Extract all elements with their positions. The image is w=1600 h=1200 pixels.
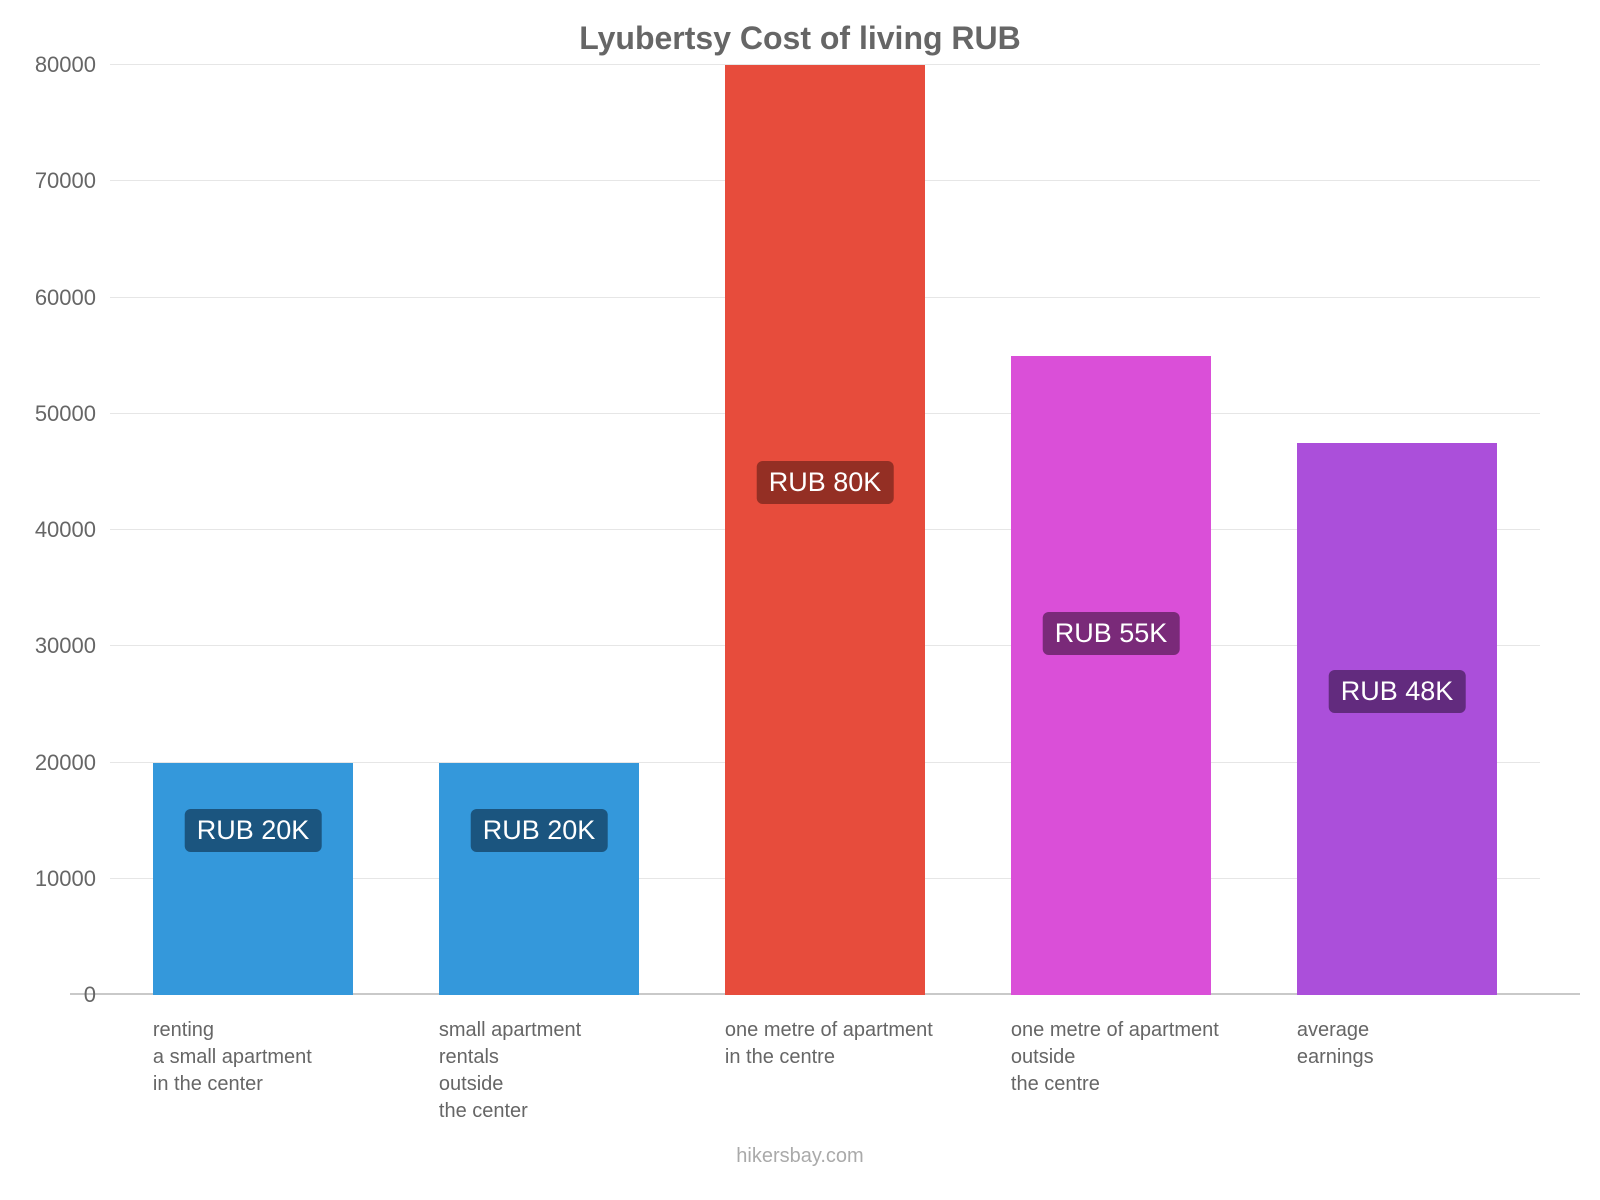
bar: [1011, 356, 1211, 995]
bar: [153, 763, 353, 996]
x-category-label: one metre of apartment in the centre: [725, 1017, 965, 1071]
chart-container: Lyubertsy Cost of living RUB RUB 20KRUB …: [0, 0, 1600, 1200]
y-tick-label: 70000: [6, 168, 96, 194]
chart-title: Lyubertsy Cost of living RUB: [0, 20, 1600, 57]
x-category-label: small apartment rentals outside the cent…: [439, 1017, 679, 1125]
y-tick-label: 50000: [6, 401, 96, 427]
y-tick-label: 40000: [6, 517, 96, 543]
bar-value-label: RUB 55K: [1043, 612, 1180, 655]
bar: [725, 65, 925, 995]
bar-value-label: RUB 20K: [471, 809, 608, 852]
y-tick-label: 10000: [6, 866, 96, 892]
y-tick-label: 80000: [6, 52, 96, 78]
x-category-label: renting a small apartment in the center: [153, 1017, 393, 1098]
bar: [439, 763, 639, 996]
credit-text: hikersbay.com: [0, 1145, 1600, 1168]
x-category-label: one metre of apartment outside the centr…: [1011, 1017, 1251, 1098]
y-tick-label: 0: [6, 982, 96, 1008]
bar-value-label: RUB 80K: [757, 461, 894, 504]
bar-value-label: RUB 20K: [185, 809, 322, 852]
x-category-label: average earnings: [1297, 1017, 1537, 1071]
y-tick-label: 60000: [6, 285, 96, 311]
bar: [1297, 443, 1497, 995]
y-tick-label: 20000: [6, 750, 96, 776]
y-tick-label: 30000: [6, 633, 96, 659]
bar-value-label: RUB 48K: [1329, 670, 1466, 713]
plot-area: RUB 20K RUB 20K RUB 80K RUB 55K RUB 48K: [110, 65, 1540, 995]
